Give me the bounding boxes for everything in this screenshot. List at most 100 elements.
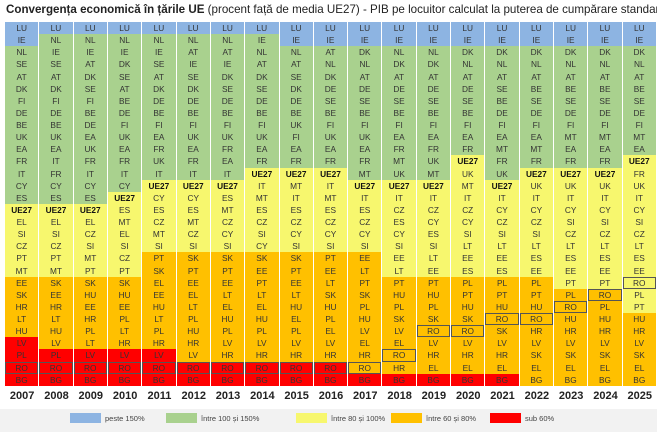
cell-si: SI (39, 228, 73, 241)
cell-ro: RO (142, 361, 176, 374)
cell-uk: UK (279, 119, 313, 132)
cell-ro: RO (107, 361, 142, 374)
cell-dk: DK (554, 46, 588, 59)
cell-es: ES (313, 203, 348, 216)
cell-hu: HU (142, 300, 176, 313)
cell-sk: SK (485, 325, 519, 338)
cell-ea: EA (519, 131, 553, 144)
cell-at: AT (416, 70, 451, 83)
cell-ro: RO (39, 361, 73, 374)
cell-nl: NL (142, 34, 176, 47)
cell-es: ES (588, 252, 622, 265)
cell-de: DE (210, 94, 245, 107)
year-label: 2021 (490, 390, 515, 402)
cell-lt: LT (519, 240, 553, 253)
cell-dk: DK (622, 46, 656, 59)
cell-lu: LU (554, 22, 588, 35)
cell-pt: PT (5, 252, 39, 265)
cell-lt: LT (176, 300, 210, 313)
cell-at: AT (73, 58, 107, 71)
cell-fr: FR (5, 155, 39, 168)
cell-be: BE (588, 82, 622, 95)
cell-lt: LT (554, 240, 588, 253)
cell-hr: HR (451, 349, 485, 362)
cell-pt: PT (348, 276, 382, 289)
cell-mt: MT (107, 216, 142, 229)
cell-hu: HU (348, 313, 382, 326)
cell-lv: LV (588, 337, 622, 350)
cell-be: BE (107, 94, 142, 107)
cell-cy: CY (107, 179, 142, 192)
cell-ue27: UE27 (588, 167, 622, 180)
cell-fi: FI (588, 119, 622, 132)
cell-ie: IE (554, 34, 588, 47)
legend-swatch (490, 413, 521, 423)
cell-it: IT (485, 191, 519, 204)
cell-fi: FI (416, 119, 451, 132)
cell-de: DE (39, 106, 73, 119)
cell-lt: LT (107, 325, 142, 338)
cell-lu: LU (176, 22, 210, 35)
cell-cz: CZ (622, 228, 656, 241)
cell-it: IT (588, 191, 622, 204)
cell-hu: HU (107, 288, 142, 301)
cell-fi: FI (5, 94, 39, 107)
cell-el: EL (519, 361, 553, 374)
cell-sk: SK (5, 288, 39, 301)
cell-ie: IE (142, 46, 176, 59)
cell-es: ES (382, 216, 416, 229)
cell-el: EL (588, 361, 622, 374)
cell-lt: LT (279, 288, 313, 301)
cell-lu: LU (485, 22, 519, 35)
cell-ee: EE (279, 276, 313, 289)
cell-fi: FI (279, 131, 313, 144)
cell-ro: RO (382, 349, 416, 362)
cell-pt: PT (313, 252, 348, 265)
cell-bg: BG (39, 373, 73, 386)
year-label: 2022 (524, 390, 550, 402)
legend-swatch (70, 413, 101, 423)
cell-ee: EE (313, 264, 348, 277)
cell-at: AT (382, 70, 416, 83)
cell-pt: PT (622, 300, 656, 313)
cell-mt: MT (313, 191, 348, 204)
cell-fr: FR (279, 155, 313, 168)
cell-be: BE (348, 106, 382, 119)
year-label: 2014 (250, 390, 275, 402)
cell-ee: EE (348, 252, 382, 265)
cell-be: BE (5, 119, 39, 132)
cell-pt: PT (245, 276, 279, 289)
cell-hr: HR (313, 349, 348, 362)
cell-it: IT (416, 191, 451, 204)
cell-uk: UK (107, 131, 142, 144)
cell-si: SI (142, 240, 176, 253)
cell-nl: NL (107, 34, 142, 47)
cell-se: SE (39, 58, 73, 71)
cell-bg: BG (279, 373, 313, 386)
cell-cy: CY (279, 228, 313, 241)
cell-pl: PL (348, 300, 382, 313)
cell-es: ES (210, 191, 245, 204)
cell-cy: CY (210, 228, 245, 241)
cell-si: SI (622, 216, 656, 229)
cell-el: EL (39, 216, 73, 229)
cell-dk: DK (107, 58, 142, 71)
cell-ea: EA (39, 143, 73, 156)
cell-nl: NL (313, 58, 348, 71)
cell-lv: LV (485, 337, 519, 350)
cell-es: ES (451, 264, 485, 277)
cell-de: DE (73, 119, 107, 132)
cell-fi: FI (245, 119, 279, 132)
cell-se: SE (313, 94, 348, 107)
cell-ue27: UE27 (176, 179, 210, 192)
cell-de: DE (279, 94, 313, 107)
year-column-2009: LU NL IE AT DK SE FI BE DE EA UK FR IT CY ES UE27 EL CZ SI… (73, 22, 108, 386)
cell-el: EL (245, 300, 279, 313)
cell-ue27: UE27 (279, 167, 313, 180)
cell-si: SI (176, 240, 210, 253)
cell-bg: BG (210, 373, 245, 386)
cell-fi: FI (519, 119, 553, 132)
year-column-2022: LU IE DK NL AT BE SE DE FI EA MT FR UE27 UK IT CY CZ SI LT… (519, 22, 554, 386)
cell-dk: DK (176, 82, 210, 95)
cell-pt: PT (279, 264, 313, 277)
